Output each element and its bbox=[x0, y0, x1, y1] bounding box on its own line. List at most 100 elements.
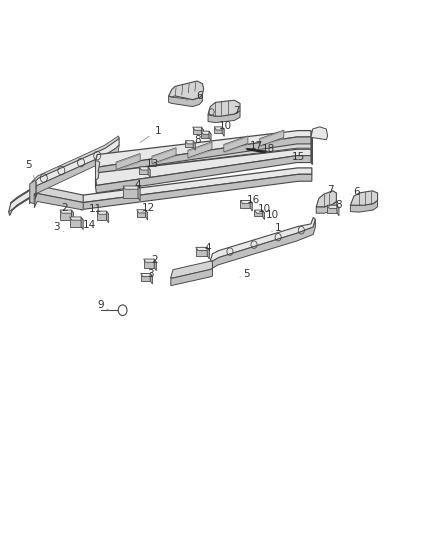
Polygon shape bbox=[30, 180, 36, 204]
Polygon shape bbox=[81, 168, 312, 203]
Polygon shape bbox=[214, 127, 224, 130]
Polygon shape bbox=[224, 136, 248, 152]
Polygon shape bbox=[154, 259, 156, 271]
Polygon shape bbox=[222, 127, 224, 136]
Polygon shape bbox=[95, 156, 311, 193]
Polygon shape bbox=[210, 217, 315, 261]
Polygon shape bbox=[209, 131, 211, 141]
Polygon shape bbox=[137, 210, 145, 216]
Polygon shape bbox=[144, 259, 156, 262]
Polygon shape bbox=[185, 141, 195, 144]
Polygon shape bbox=[11, 182, 36, 204]
Polygon shape bbox=[71, 210, 74, 223]
Polygon shape bbox=[201, 127, 204, 137]
Polygon shape bbox=[116, 154, 140, 169]
Text: 12: 12 bbox=[141, 203, 155, 213]
Polygon shape bbox=[250, 200, 252, 211]
Polygon shape bbox=[32, 136, 119, 184]
Polygon shape bbox=[123, 186, 138, 198]
Text: 7: 7 bbox=[324, 185, 334, 195]
Polygon shape bbox=[316, 191, 336, 207]
Polygon shape bbox=[95, 161, 100, 187]
Polygon shape bbox=[141, 273, 150, 281]
Polygon shape bbox=[169, 81, 204, 100]
Text: 13: 13 bbox=[142, 159, 159, 171]
Text: 7: 7 bbox=[228, 106, 240, 116]
Polygon shape bbox=[60, 210, 71, 220]
Text: 14: 14 bbox=[83, 220, 96, 230]
Text: 16: 16 bbox=[247, 196, 260, 205]
Polygon shape bbox=[9, 192, 36, 215]
Polygon shape bbox=[201, 131, 209, 138]
Polygon shape bbox=[30, 138, 119, 203]
Polygon shape bbox=[337, 205, 339, 216]
Text: 3: 3 bbox=[145, 269, 154, 279]
Polygon shape bbox=[95, 137, 311, 174]
Polygon shape bbox=[139, 167, 148, 174]
Text: 5: 5 bbox=[25, 160, 36, 181]
Polygon shape bbox=[81, 174, 312, 210]
Text: 10: 10 bbox=[258, 205, 271, 214]
Polygon shape bbox=[327, 205, 339, 208]
Polygon shape bbox=[208, 100, 240, 116]
Polygon shape bbox=[201, 131, 211, 134]
Polygon shape bbox=[98, 139, 311, 173]
Polygon shape bbox=[152, 148, 176, 164]
Text: 2: 2 bbox=[148, 255, 158, 265]
Polygon shape bbox=[240, 200, 252, 204]
Polygon shape bbox=[316, 201, 336, 213]
Polygon shape bbox=[137, 210, 148, 213]
Polygon shape bbox=[196, 247, 209, 251]
Polygon shape bbox=[193, 127, 204, 131]
Polygon shape bbox=[254, 210, 265, 213]
Polygon shape bbox=[196, 247, 207, 256]
Polygon shape bbox=[311, 131, 312, 164]
Text: 3: 3 bbox=[53, 222, 64, 232]
Polygon shape bbox=[193, 127, 201, 134]
Text: 11: 11 bbox=[89, 204, 102, 214]
Polygon shape bbox=[60, 210, 74, 213]
Polygon shape bbox=[139, 167, 150, 170]
Polygon shape bbox=[95, 131, 311, 167]
Polygon shape bbox=[207, 247, 209, 259]
Text: 10: 10 bbox=[219, 121, 232, 131]
Polygon shape bbox=[144, 259, 154, 268]
Polygon shape bbox=[327, 205, 337, 213]
Text: 8: 8 bbox=[332, 200, 342, 209]
Polygon shape bbox=[145, 210, 148, 220]
Polygon shape bbox=[29, 145, 119, 204]
Text: 17: 17 bbox=[250, 141, 263, 150]
Polygon shape bbox=[350, 200, 378, 212]
Polygon shape bbox=[70, 217, 83, 220]
Polygon shape bbox=[150, 273, 152, 284]
Polygon shape bbox=[148, 167, 150, 177]
Polygon shape bbox=[123, 186, 140, 189]
Polygon shape bbox=[171, 269, 212, 286]
Polygon shape bbox=[9, 182, 36, 215]
Polygon shape bbox=[171, 261, 212, 278]
Text: 10: 10 bbox=[266, 211, 279, 220]
Polygon shape bbox=[350, 191, 378, 205]
Text: 8: 8 bbox=[191, 135, 201, 144]
Polygon shape bbox=[260, 130, 284, 146]
Text: 1: 1 bbox=[140, 126, 161, 142]
Text: 4: 4 bbox=[201, 243, 212, 253]
Polygon shape bbox=[97, 211, 109, 214]
Polygon shape bbox=[95, 149, 311, 185]
Text: 9: 9 bbox=[97, 300, 109, 310]
Polygon shape bbox=[81, 217, 83, 230]
Polygon shape bbox=[311, 127, 328, 140]
Text: 6: 6 bbox=[350, 187, 360, 197]
Polygon shape bbox=[35, 185, 83, 203]
Polygon shape bbox=[214, 127, 222, 133]
Text: 4: 4 bbox=[129, 180, 141, 190]
Text: 18: 18 bbox=[262, 144, 276, 154]
Polygon shape bbox=[188, 142, 212, 158]
Text: 6: 6 bbox=[187, 91, 203, 101]
Polygon shape bbox=[106, 211, 109, 223]
Polygon shape bbox=[210, 220, 315, 269]
Polygon shape bbox=[34, 193, 83, 210]
Polygon shape bbox=[141, 273, 152, 277]
Polygon shape bbox=[70, 217, 81, 227]
Polygon shape bbox=[240, 200, 250, 208]
